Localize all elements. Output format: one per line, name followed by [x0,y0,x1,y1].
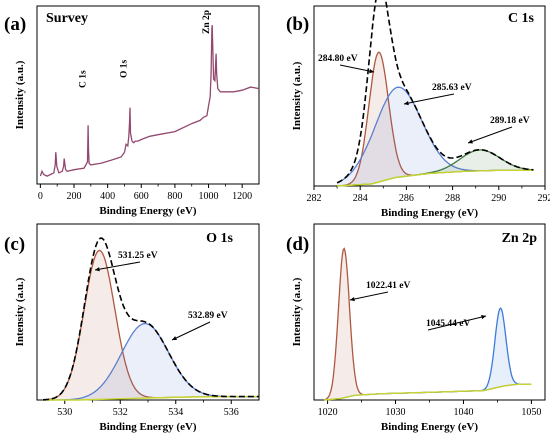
panel-b-peak-fill [337,87,534,186]
panel-d-background-line [324,383,532,401]
panel-c-arrow-head [172,336,177,341]
panel-b-peak-label: 284.80 eV [318,54,358,64]
panel-b-peak-label: 289.18 eV [490,116,530,126]
panel-b-peak-fill [337,149,534,186]
panel-d-x-tick-label: 1050 [521,407,541,418]
panel-b-peak-label: 285.63 eV [432,83,472,93]
panel-d-arrow-line [349,291,389,301]
panel-a-x-tick-label: 1000 [199,191,219,202]
panel-d-title: Zn 2p [502,231,538,246]
panel-c-x-axis-label: Binding Energy (eV) [99,421,197,433]
panel-b-tag: (b) [286,14,309,35]
panel-c-x-tick-label: 534 [168,407,183,418]
panel-a-x-tick-label: 0 [38,191,43,202]
panel-b-x-tick-label: 288 [445,193,460,204]
panel-b-background-line [337,169,534,187]
panel-d-tag: (d) [286,234,309,255]
panel-b-x-tick-label: 292 [538,193,550,204]
panel-d-peak-label: 1045.44 eV [426,319,470,329]
panel-b-x-tick-label: 290 [491,193,506,204]
panel-a-x-tick-label: 800 [167,191,182,202]
panel-d-y-axis-label: Intensity (a.u.) [291,277,303,346]
panel-d-x-tick-label: 1040 [453,407,473,418]
panel-a-x-tick-label: 1200 [232,191,252,202]
panel-c-arrow-line [94,261,141,271]
panel-b-arrow-line [403,93,455,105]
panel-c-arrow-line [171,321,211,341]
panel-a-x-tick-label: 600 [134,191,149,202]
panel-b-arrow-head [468,139,473,144]
panel-a-x-axis-label: Binding Energy (eV) [99,205,197,217]
panel-a-y-axis-label: Intensity (a.u.) [14,60,26,129]
panel-d-x-tick-label: 1020 [318,407,338,418]
panel-d-peak-fill [324,248,531,400]
panel-b-arrow-head [369,68,374,74]
panel-c-peak-label: 531.25 eV [118,251,158,261]
panel-a-x-tick-label: 400 [100,191,115,202]
panel-c-x-tick-label: 530 [57,407,72,418]
panel-c-peak-label: 532.89 eV [188,311,228,321]
panel-d-x-axis-label: Binding Energy (eV) [381,421,479,433]
panel-d-arrow-head [481,314,486,320]
panel-a-frame [36,5,260,185]
panel-c-arrow-head [95,267,100,272]
panel-b-arrow-line [339,64,375,73]
panel-d-x-tick-label: 1030 [386,407,406,418]
panel-a-tag: (a) [4,14,26,35]
panel-d-arrow-line [427,315,487,331]
panel-c-tag: (c) [4,234,25,255]
panel-c-peak-fill [43,250,259,400]
panel-a-title: Survey [46,11,88,26]
panel-a-peak-label: Zn 2p [202,10,212,34]
panel-b-x-tick-label: 286 [399,193,414,204]
panel-b-envelope-line [336,0,534,184]
panel-b-x-tick-label: 284 [353,193,368,204]
panel-c-title: O 1s [206,231,233,246]
panel-c-envelope-line [43,237,259,401]
panel-a-spectrum-line [39,25,260,177]
panel-c-x-tick-label: 536 [224,407,239,418]
panel-b-x-tick-label: 282 [307,193,322,204]
panel-b-y-axis-label: Intensity (a.u.) [291,61,303,130]
panel-c-y-axis-label: Intensity (a.u.) [14,277,26,346]
panel-b-arrow-line [467,126,513,144]
panel-b-arrow-head [404,100,409,106]
panel-d-peak-label: 1022.41 eV [366,281,410,291]
panel-a-peak-label: C 1s [78,70,88,88]
panel-a-x-tick-label: 200 [67,191,82,202]
panel-a-peak-label: O 1s [120,59,130,78]
panel-b-x-axis-label: Binding Energy (eV) [381,207,479,219]
panel-b-title: C 1s [508,11,535,26]
panel-c-x-tick-label: 532 [113,407,128,418]
panel-d-arrow-head [350,296,355,302]
panel-c-peak-fill [43,323,259,400]
